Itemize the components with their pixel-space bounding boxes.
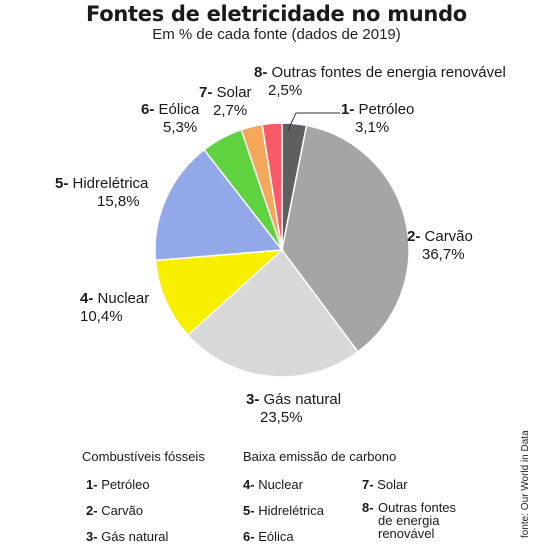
slice-label-solar: 7- Solar 2,7% (199, 84, 252, 119)
legend-group-low-carbon: Baixa emissão de carbono (243, 449, 397, 464)
legend-item-carvao: 2- Carvão (86, 503, 144, 518)
legend-item-solar: 7- Solar (362, 477, 408, 492)
slice-label-hidreletrica: 5- Hidrelétrica 15,8% (55, 175, 149, 210)
slice-label-eolica: 6- Eólica 5,3% (141, 101, 200, 136)
slice-label-nuclear: 4- Nuclear 10,4% (80, 290, 150, 325)
pie-slice-8 (261, 122, 283, 251)
chart-subtitle: Em % de cada fonte (dados de 2019) (152, 26, 401, 43)
pie-slice-5 (154, 148, 284, 262)
source-note: fonte: Our World in Data (520, 430, 531, 538)
leader-line-petroleo (287, 112, 340, 131)
slice-label-gas-natural: 3- Gás natural 23,5% (246, 391, 342, 426)
slice-label-outras: 8- Outras fontes de energia renovável 2,… (254, 64, 506, 99)
slice-label-carvao: 2- Carvão 36,7% (407, 228, 473, 263)
legend-item-nuclear: 4- Nuclear (243, 477, 303, 492)
pie-slice-3 (186, 248, 359, 378)
legend-item-gas-natural: 3- Gás natural (86, 529, 169, 544)
legend-item-eolica: 6- Eólica (243, 529, 294, 544)
legend-item-outras: 8- Outras fontes de energia renovável (362, 500, 457, 541)
pie-slice-4 (154, 249, 285, 337)
legend-item-petroleo: 1- Petróleo (86, 477, 150, 492)
pie-slice-2 (281, 124, 410, 353)
slice-label-petroleo: 1- Petróleo 3,1% (341, 101, 415, 136)
legend-group-fossil: Combustíveis fósseis (82, 449, 205, 464)
legend-item-hidreletrica: 5- Hidrelétrica (243, 503, 324, 518)
chart-title: Fontes de eletricidade no mundo (86, 2, 467, 26)
